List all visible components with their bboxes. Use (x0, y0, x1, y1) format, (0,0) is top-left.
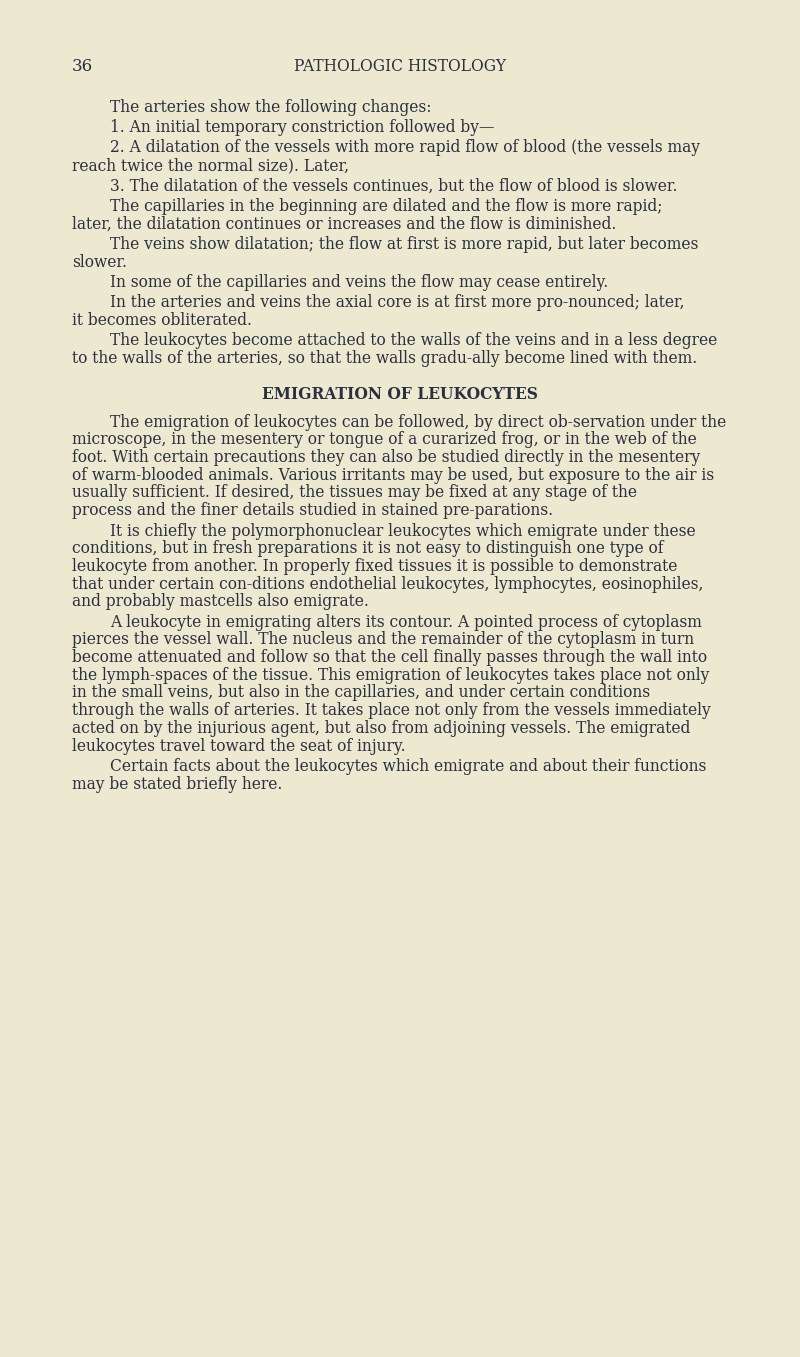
Text: of warm-blooded animals. Various irritants may be used, but exposure to the air : of warm-blooded animals. Various irritan… (72, 467, 714, 484)
Text: Certain facts about the leukocytes which emigrate and about their functions: Certain facts about the leukocytes which… (110, 757, 706, 775)
Text: In the arteries and veins the axial core is at first more pro-nounced; later,: In the arteries and veins the axial core… (110, 294, 685, 311)
Text: 2. A dilatation of the vessels with more rapid flow of blood (the vessels may: 2. A dilatation of the vessels with more… (110, 140, 700, 156)
Text: the lymph-spaces of the tissue. This emigration of leukocytes takes place not on: the lymph-spaces of the tissue. This emi… (72, 666, 710, 684)
Text: In some of the capillaries and veins the flow may cease entirely.: In some of the capillaries and veins the… (110, 274, 608, 290)
Text: become attenuated and follow so that the cell finally passes through the wall in: become attenuated and follow so that the… (72, 649, 707, 666)
Text: slower.: slower. (72, 254, 127, 270)
Text: process and the finer details studied in stained pre-parations.: process and the finer details studied in… (72, 502, 553, 520)
Text: in the small veins, but also in the capillaries, and under certain conditions: in the small veins, but also in the capi… (72, 684, 650, 702)
Text: EMIGRATION OF LEUKOCYTES: EMIGRATION OF LEUKOCYTES (262, 387, 538, 403)
Text: through the walls of arteries. It takes place not only from the vessels immediat: through the walls of arteries. It takes … (72, 702, 710, 719)
Text: The arteries show the following changes:: The arteries show the following changes: (110, 99, 431, 115)
Text: It is chiefly the polymorphonuclear leukocytes which emigrate under these: It is chiefly the polymorphonuclear leuk… (110, 522, 696, 540)
Text: that under certain con-ditions endothelial leukocytes, lymphocytes, eosinophiles: that under certain con-ditions endotheli… (72, 575, 703, 593)
Text: it becomes obliterated.: it becomes obliterated. (72, 312, 252, 328)
Text: usually sufficient. If desired, the tissues may be fixed at any stage of the: usually sufficient. If desired, the tiss… (72, 484, 637, 502)
Text: may be stated briefly here.: may be stated briefly here. (72, 776, 282, 792)
Text: The capillaries in the beginning are dilated and the flow is more rapid;: The capillaries in the beginning are dil… (110, 198, 662, 214)
Text: acted on by the injurious agent, but also from adjoining vessels. The emigrated: acted on by the injurious agent, but als… (72, 719, 690, 737)
Text: conditions, but in fresh preparations it is not easy to distinguish one type of: conditions, but in fresh preparations it… (72, 540, 663, 558)
Text: microscope, in the mesentery or tongue of a curarized frog, or in the web of the: microscope, in the mesentery or tongue o… (72, 432, 697, 448)
Text: later, the dilatation continues or increases and the flow is diminished.: later, the dilatation continues or incre… (72, 216, 616, 232)
Text: reach twice the normal size). Later,: reach twice the normal size). Later, (72, 157, 349, 174)
Text: leukocytes travel toward the seat of injury.: leukocytes travel toward the seat of inj… (72, 737, 406, 754)
Text: A leukocyte in emigrating alters its contour. A pointed process of cytoplasm: A leukocyte in emigrating alters its con… (110, 613, 702, 631)
Text: and probably mastcells also emigrate.: and probably mastcells also emigrate. (72, 593, 369, 611)
Text: The emigration of leukocytes can be followed, by direct ob-servation under the: The emigration of leukocytes can be foll… (110, 414, 726, 430)
Text: The leukocytes become attached to the walls of the veins and in a less degree: The leukocytes become attached to the wa… (110, 332, 718, 349)
Text: The veins show dilatation; the flow at first is more rapid, but later becomes: The veins show dilatation; the flow at f… (110, 236, 698, 252)
Text: 1. An initial temporary constriction followed by—: 1. An initial temporary constriction fol… (110, 119, 494, 136)
Text: pierces the vessel wall. The nucleus and the remainder of the cytoplasm in turn: pierces the vessel wall. The nucleus and… (72, 631, 694, 649)
Text: leukocyte from another. In properly fixed tissues it is possible to demonstrate: leukocyte from another. In properly fixe… (72, 558, 678, 575)
Text: foot. With certain precautions they can also be studied directly in the mesenter: foot. With certain precautions they can … (72, 449, 700, 465)
Text: PATHOLOGIC HISTOLOGY: PATHOLOGIC HISTOLOGY (294, 58, 506, 75)
Text: to the walls of the arteries, so that the walls gradu-ally become lined with the: to the walls of the arteries, so that th… (72, 350, 698, 366)
Text: 3. The dilatation of the vessels continues, but the flow of blood is slower.: 3. The dilatation of the vessels continu… (110, 178, 678, 194)
Text: 36: 36 (72, 58, 93, 75)
